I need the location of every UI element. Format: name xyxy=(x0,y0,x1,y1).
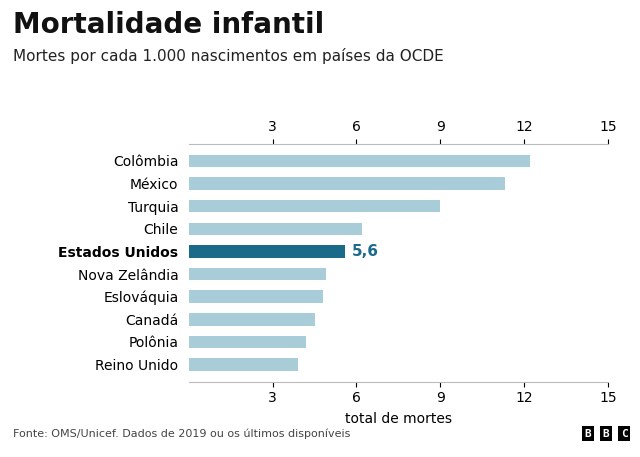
Bar xyxy=(189,268,326,280)
Text: B: B xyxy=(603,429,609,439)
Text: Mortalidade infantil: Mortalidade infantil xyxy=(13,11,324,39)
X-axis label: total de mortes: total de mortes xyxy=(345,412,452,426)
Bar xyxy=(189,313,315,325)
Bar xyxy=(189,336,306,348)
Bar xyxy=(189,291,323,303)
Text: Mortes por cada 1.000 nascimentos em países da OCDE: Mortes por cada 1.000 nascimentos em paí… xyxy=(13,48,444,64)
Text: Fonte: OMS/Unicef. Dados de 2019 ou os últimos disponíveis: Fonte: OMS/Unicef. Dados de 2019 ou os ú… xyxy=(13,429,350,439)
Text: B: B xyxy=(585,429,591,439)
Text: 5,6: 5,6 xyxy=(352,244,380,259)
Bar xyxy=(189,155,530,167)
Bar xyxy=(189,200,440,213)
Bar xyxy=(189,245,346,258)
Bar xyxy=(189,358,298,371)
Bar xyxy=(189,177,504,190)
Text: C: C xyxy=(621,429,627,439)
Bar xyxy=(189,223,362,235)
